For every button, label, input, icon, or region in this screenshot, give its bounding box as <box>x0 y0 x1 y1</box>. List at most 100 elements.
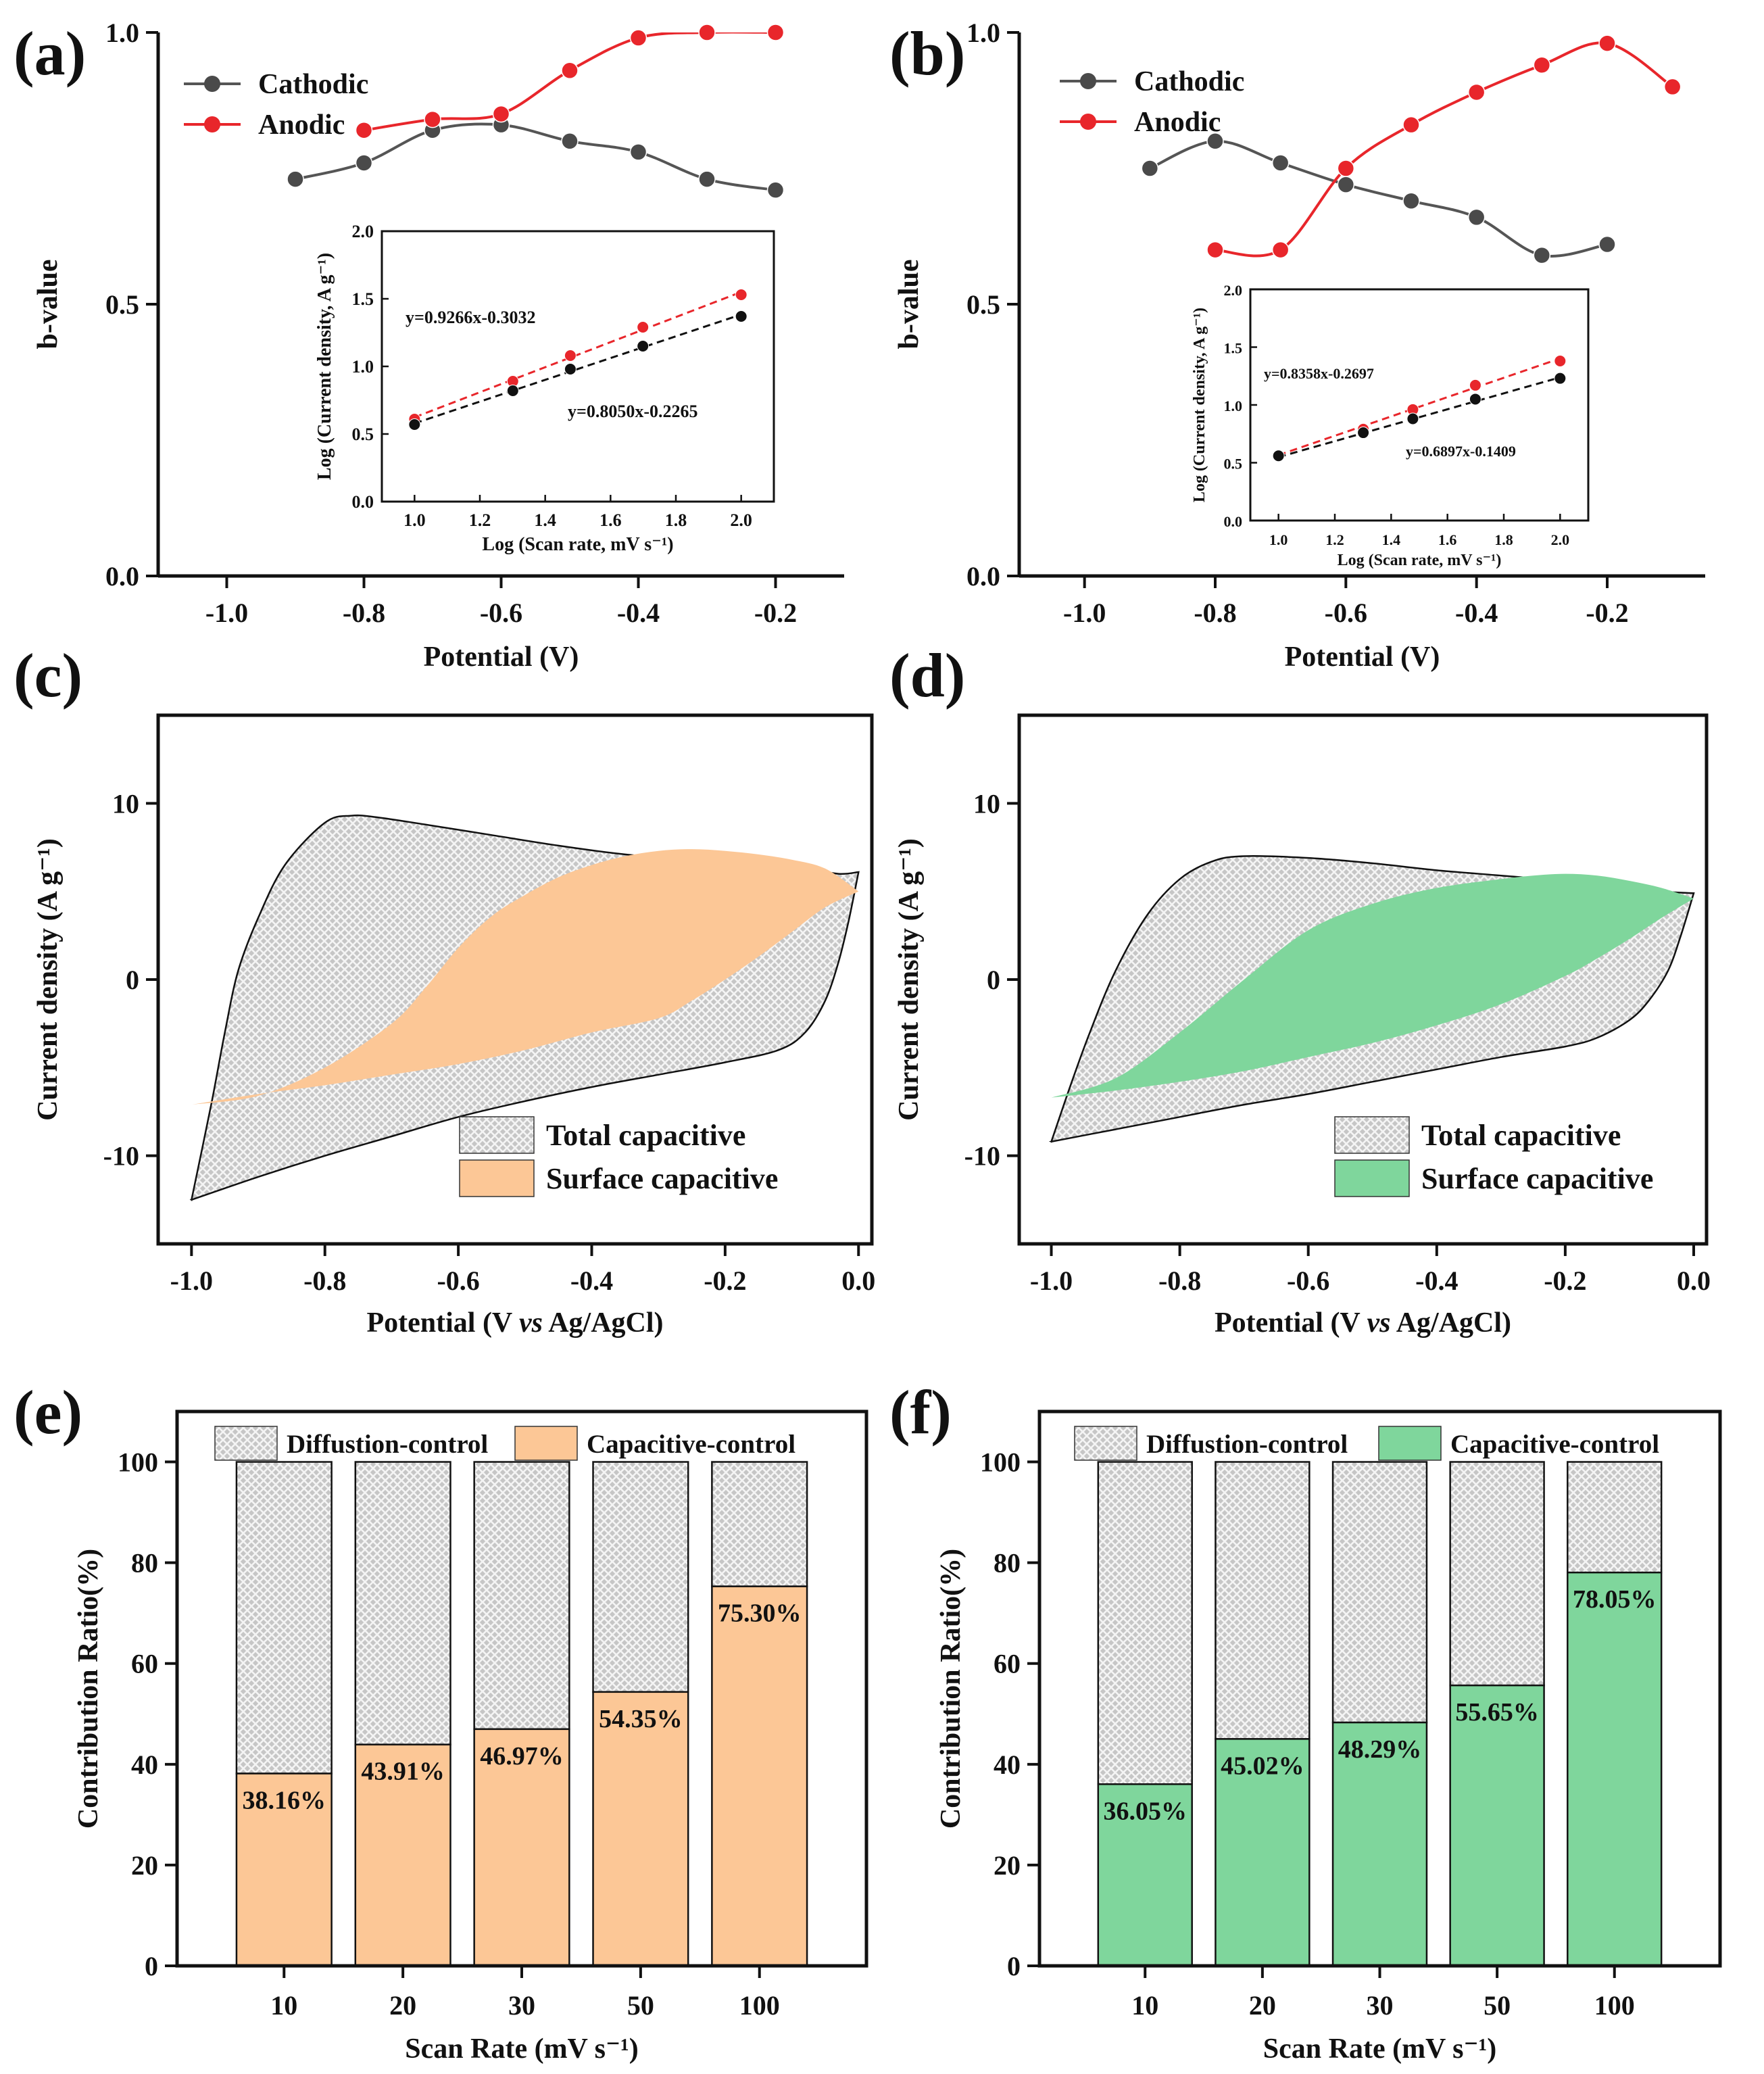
x-tick-label: -0.8 <box>303 1265 346 1296</box>
legend-swatch <box>1074 1426 1137 1461</box>
inset-data-point <box>637 340 650 352</box>
x-tick-label: 30 <box>1367 1990 1394 2021</box>
bar-data-label: 48.29% <box>1338 1735 1422 1764</box>
inset-x-tick-label: 1.8 <box>665 510 687 530</box>
x-tick-label: -0.8 <box>343 598 385 628</box>
inset-data-point <box>506 385 519 397</box>
x-axis-title-part: vs <box>519 1307 543 1339</box>
x-axis-title: Potential (V vs Ag/AgCl) <box>1215 1307 1511 1339</box>
series-line-anodic <box>1215 41 1673 258</box>
surface-capacitive-area <box>1051 873 1694 1098</box>
fit-equation: y=0.8358x-0.2697 <box>1264 365 1374 382</box>
inset-data-point <box>735 310 748 322</box>
data-point-anodic <box>1533 56 1551 74</box>
legend-label: Total capacitive <box>1421 1119 1621 1152</box>
inset-data-point <box>1469 393 1481 406</box>
y-tick-label: 1.0 <box>105 18 139 48</box>
x-tick-label: -0.8 <box>1158 1265 1201 1296</box>
panel-a: (a) -1.0 -0.8 -0.6 -0.4 -0.2 0.0 0.5 1.0 Potentia… <box>14 18 844 673</box>
inset-x-tick-label: 1.8 <box>1494 531 1513 548</box>
panel-label-f: (f) <box>889 1378 952 1447</box>
bar-data-label: 55.65% <box>1455 1698 1539 1727</box>
data-point-anodic <box>698 24 716 41</box>
inset-x-axis-title: Log (Scan rate, mV s⁻¹) <box>1338 552 1502 569</box>
data-point-cathodic <box>629 143 647 161</box>
data-point-cathodic <box>1467 208 1486 226</box>
data-point-anodic <box>1467 83 1486 101</box>
series-line-cathodic <box>1149 139 1608 258</box>
x-tick-label: 100 <box>1594 1990 1635 2021</box>
bar-capacitive <box>1449 1684 1545 1967</box>
x-tick-label: -0.4 <box>617 598 660 628</box>
inset-x-tick-label: 1.0 <box>403 510 426 530</box>
bar-diffusion <box>1331 1461 1428 1724</box>
inset-data-point <box>564 363 577 375</box>
inset-x-tick-label: 1.2 <box>1325 531 1344 548</box>
data-point-cathodic <box>1598 235 1616 254</box>
data-point-anodic <box>629 29 647 47</box>
y-tick-label: 100 <box>118 1447 158 1478</box>
inset-frame <box>381 230 775 503</box>
inset-data-point <box>1272 450 1285 462</box>
x-axis-title-part: Ag/AgCl) <box>1391 1307 1512 1339</box>
inset-data-point <box>735 289 748 301</box>
plot-frame <box>1017 713 1709 1246</box>
x-tick-label: 20 <box>389 1990 416 2021</box>
panel-c: (c) -1.0 -0.8 -0.6 -0.4 -0.2 0.0 -10 0 10 Potentia… <box>14 641 875 1339</box>
inset-data-point <box>637 321 650 333</box>
plot-frame <box>156 713 874 1246</box>
bar-diffusion <box>354 1461 451 1745</box>
legend-swatch <box>459 1116 535 1154</box>
surface-capacitive-area <box>191 849 859 1105</box>
legend-swatch <box>514 1426 578 1461</box>
y-tick-label: 100 <box>980 1447 1021 1478</box>
bar-capacitive <box>1215 1738 1310 1967</box>
y-tick-label: 1.0 <box>966 18 1000 48</box>
inset-y-tick-label: 1.0 <box>352 357 374 377</box>
y-tick-label: -10 <box>103 1141 139 1172</box>
y-tick-label: 80 <box>131 1548 158 1578</box>
data-point-anodic <box>1663 78 1682 96</box>
inset-a: 1.0 1.2 1.4 1.6 1.8 2.0 0.0 0.5 1.0 1.5 2.0 Log (Sc… <box>314 222 775 555</box>
y-tick-label: 40 <box>131 1750 158 1780</box>
bar-capacitive <box>235 1772 333 1967</box>
inset-y-tick-label: 0.0 <box>352 492 374 512</box>
panel-label-c: (c) <box>14 641 82 710</box>
data-point-cathodic <box>561 132 579 150</box>
legend-marker <box>204 116 220 132</box>
panel-f: (f) 36.05% 10 45.02% 20 48.29% 30 55.65% 50 78.05… <box>889 1378 1663 2065</box>
x-tick-label: -0.2 <box>704 1265 746 1296</box>
legend-label: Cathodic <box>258 69 368 100</box>
data-point-anodic <box>1598 34 1616 52</box>
legend-label: Cathodic <box>1134 66 1244 97</box>
bar-diffusion <box>711 1461 808 1587</box>
inset-data-point <box>1469 379 1481 391</box>
x-tick-label: -0.6 <box>1325 598 1367 628</box>
inset-x-tick-label: 1.4 <box>534 510 556 530</box>
legend-swatch <box>214 1426 278 1461</box>
fit-line <box>414 313 742 425</box>
bar-diffusion <box>1097 1461 1193 1785</box>
bar-diffusion <box>1567 1461 1663 1574</box>
fit-line <box>414 291 742 418</box>
plot-frame <box>175 1409 868 1968</box>
y-tick-label: 60 <box>131 1649 158 1679</box>
x-tick-label: 50 <box>627 1990 654 2021</box>
data-point-cathodic <box>1337 176 1355 193</box>
x-tick-label: 0.0 <box>841 1265 875 1296</box>
inset-data-point <box>1357 427 1370 439</box>
inset-x-tick-label: 2.0 <box>730 510 752 530</box>
bar-diffusion <box>1215 1461 1310 1740</box>
y-tick-label: 0 <box>1007 1951 1021 1981</box>
panel-label-d: (d) <box>889 641 965 710</box>
x-tick-label: 100 <box>739 1990 780 2021</box>
panel-e: (e) 38.16% 10 43.91% 20 46.97% 30 54.35% 50 75.30… <box>14 1378 808 2065</box>
x-axis-title-part: Ag/AgCl) <box>543 1307 664 1339</box>
legend-label: Surface capacitive <box>1421 1162 1653 1195</box>
panel-label-a: (a) <box>14 19 86 88</box>
fit-equation: y=0.9266x-0.3032 <box>406 308 535 327</box>
x-tick-label: -0.6 <box>437 1265 479 1296</box>
inset-x-tick-label: 1.2 <box>469 510 491 530</box>
y-axis-title: Current density (A g⁻¹) <box>893 838 925 1121</box>
